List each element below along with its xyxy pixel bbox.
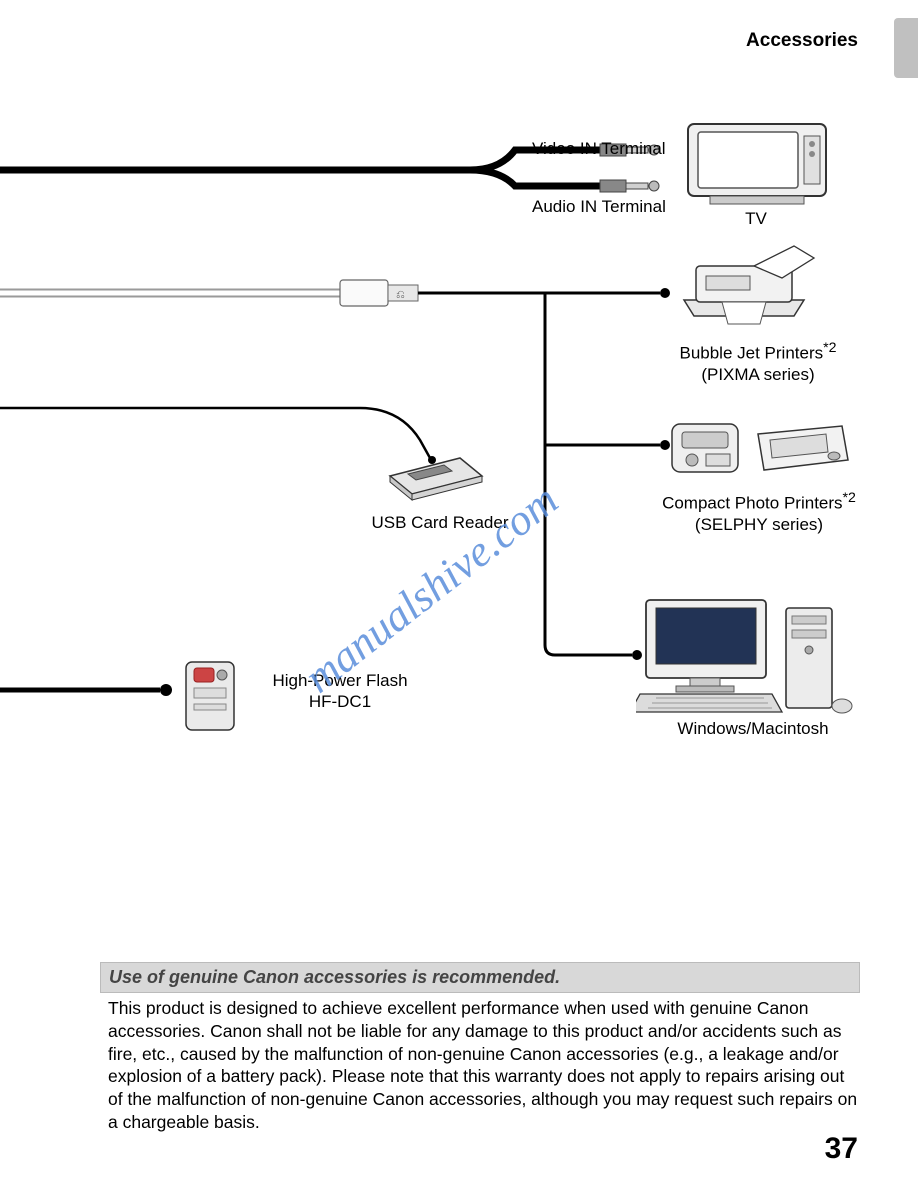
computer-label: Windows/Macintosh xyxy=(648,718,858,739)
flash-label-line2: HF-DC1 xyxy=(309,692,371,711)
compact-photo-line1: Compact Photo Printers xyxy=(662,494,842,513)
notice-header: Use of genuine Canon accessories is reco… xyxy=(100,962,860,993)
usb-card-reader-icon xyxy=(382,446,492,504)
manual-page: Accessories ⎌ xyxy=(0,0,918,1188)
bubblejet-line2: (PIXMA series) xyxy=(701,365,814,384)
compact-photo-label: Compact Photo Printers*2 (SELPHY series) xyxy=(634,490,884,535)
flash-icon xyxy=(180,656,242,738)
bubblejet-line1: Bubble Jet Printers xyxy=(679,344,823,363)
notice-body: This product is designed to achieve exce… xyxy=(100,993,860,1134)
audio-in-label: Audio IN Terminal xyxy=(532,196,666,217)
bubblejet-label: Bubble Jet Printers*2 (PIXMA series) xyxy=(648,340,868,385)
notice-box: Use of genuine Canon accessories is reco… xyxy=(100,962,860,1134)
compact-photo-sup: *2 xyxy=(843,490,856,506)
video-in-label: Video IN Terminal xyxy=(532,138,666,159)
compact-photo-printers-icon xyxy=(666,410,856,488)
accessories-diagram: ⎌ xyxy=(0,100,918,840)
flash-label-line1: High-Power Flash xyxy=(272,671,407,690)
svg-text:⎌: ⎌ xyxy=(396,289,405,301)
page-section-title: Accessories xyxy=(746,30,858,52)
usb-reader-label: USB Card Reader xyxy=(340,512,540,533)
computer-icon xyxy=(636,590,856,720)
side-tab xyxy=(894,18,918,78)
flash-label: High-Power Flash HF-DC1 xyxy=(250,670,430,713)
compact-photo-line2: (SELPHY series) xyxy=(695,515,823,534)
tv-icon xyxy=(680,118,835,213)
tv-label: TV xyxy=(716,208,796,229)
bubblejet-sup: *2 xyxy=(823,340,836,356)
page-number: 37 xyxy=(825,1132,858,1166)
bubblejet-printer-icon xyxy=(664,242,824,330)
